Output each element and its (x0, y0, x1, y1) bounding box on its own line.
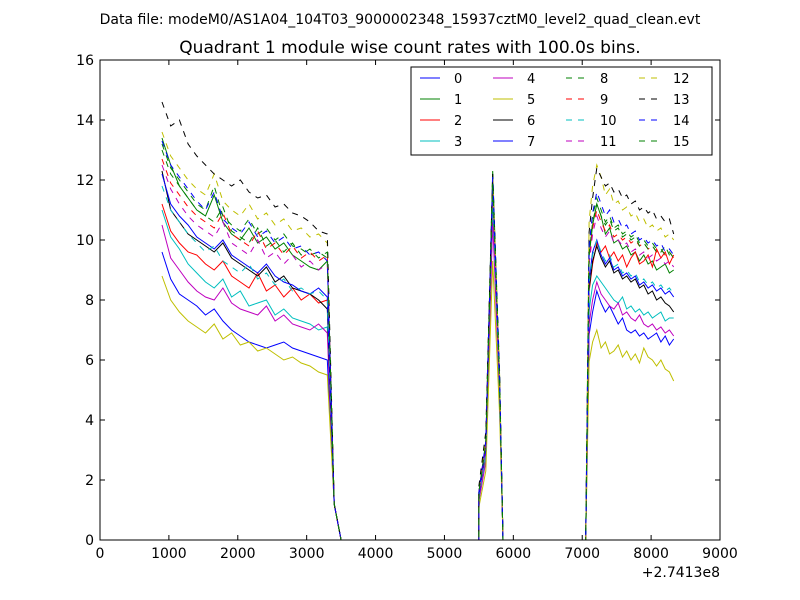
y-tick-label: 8 (85, 293, 94, 309)
x-tick-label: 2000 (220, 546, 256, 562)
legend-label-12: 12 (673, 72, 690, 87)
suptitle: Data file: modeM0/AS1A04_104T03_90000023… (100, 12, 701, 28)
series-line-7 (161, 173, 675, 541)
series-line-14 (161, 140, 675, 541)
legend-label-9: 9 (600, 93, 608, 108)
legend-label-10: 10 (600, 114, 617, 129)
legend-label-5: 5 (527, 93, 535, 108)
y-tick-label: 2 (85, 473, 94, 489)
series-line-13 (161, 101, 675, 541)
legend-label-15: 15 (673, 135, 690, 150)
y-tick-label: 12 (76, 173, 94, 189)
series-line-15 (161, 149, 675, 541)
x-tick-label: 5000 (427, 546, 463, 562)
x-tick-label: 4000 (358, 546, 394, 562)
x-tick-label: 9000 (702, 546, 738, 562)
x-tick-label: 3000 (289, 546, 325, 562)
legend-label-11: 11 (600, 135, 617, 150)
y-tick-label: 10 (76, 233, 94, 249)
series-layer (161, 101, 675, 541)
legend-label-7: 7 (527, 135, 535, 150)
legend-label-3: 3 (454, 135, 462, 150)
x-tick-label: 1000 (151, 546, 187, 562)
x-tick-label: 0 (96, 546, 105, 562)
legend-label-4: 4 (527, 72, 535, 87)
series-line-6 (161, 170, 675, 541)
series-line-4 (161, 221, 675, 541)
y-tick-label: 4 (85, 413, 94, 429)
tick-layer: 0 1000 2000 3000 4000 5000 6000 7000 8000 9000 0 2 4… (76, 53, 738, 562)
y-tick-label: 6 (85, 353, 94, 369)
series-line-11 (161, 164, 675, 541)
y-tick-label: 14 (76, 113, 94, 129)
x-offset-label: +2.7413e8 (642, 565, 720, 581)
x-tick-label: 6000 (496, 546, 532, 562)
legend-label-1: 1 (454, 93, 462, 108)
legend-label-14: 14 (673, 114, 690, 129)
series-line-5 (161, 260, 675, 541)
legend-frame (410, 66, 713, 156)
chart-title: Quadrant 1 module wise count rates with … (179, 38, 640, 58)
legend-label-0: 0 (454, 72, 462, 87)
legend-label-13: 13 (673, 93, 690, 108)
legend-label-6: 6 (527, 114, 535, 129)
y-tick-label: 16 (76, 53, 94, 69)
series-line-12 (161, 131, 675, 541)
y-tick-label: 0 (85, 533, 94, 549)
legend-label-8: 8 (600, 72, 608, 87)
x-tick-label: 8000 (633, 546, 669, 562)
legend-label-2: 2 (454, 114, 462, 129)
x-tick-label: 7000 (564, 546, 600, 562)
